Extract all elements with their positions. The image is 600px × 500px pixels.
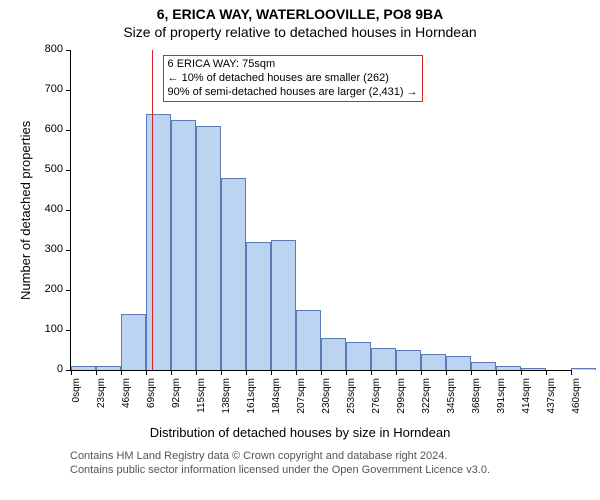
xtick-mark (471, 370, 472, 375)
histogram-bar (521, 368, 546, 370)
histogram-bar (171, 120, 196, 370)
x-axis-label: Distribution of detached houses by size … (0, 425, 600, 440)
xtick-label: 207sqm (296, 378, 307, 418)
annotation-line-2: ← 10% of detached houses are smaller (26… (168, 72, 418, 86)
xtick-label: 391sqm (496, 378, 507, 418)
xtick-mark (571, 370, 572, 375)
title-line-2: Size of property relative to detached ho… (0, 24, 600, 40)
ytick-mark (66, 210, 71, 211)
xtick-label: 299sqm (396, 378, 407, 418)
histogram-bar (271, 240, 296, 370)
xtick-mark (546, 370, 547, 375)
ytick-label: 100 (21, 323, 63, 335)
xtick-mark (521, 370, 522, 375)
xtick-mark (96, 370, 97, 375)
xtick-mark (196, 370, 197, 375)
histogram-bar (71, 366, 96, 370)
xtick-mark (71, 370, 72, 375)
ytick-label: 300 (21, 243, 63, 255)
histogram-bar (221, 178, 246, 370)
histogram-bar (371, 348, 396, 370)
title-line-1: 6, ERICA WAY, WATERLOOVILLE, PO8 9BA (0, 6, 600, 22)
footer-line-2: Contains public sector information licen… (70, 464, 490, 476)
xtick-label: 184sqm (271, 378, 282, 418)
ytick-mark (66, 290, 71, 291)
xtick-mark (121, 370, 122, 375)
xtick-label: 345sqm (446, 378, 457, 418)
histogram-bar (471, 362, 496, 370)
xtick-mark (421, 370, 422, 375)
xtick-mark (271, 370, 272, 375)
ytick-mark (66, 250, 71, 251)
xtick-mark (321, 370, 322, 375)
ytick-mark (66, 330, 71, 331)
ytick-label: 400 (21, 203, 63, 215)
xtick-label: 253sqm (346, 378, 357, 418)
histogram-bar (446, 356, 471, 370)
xtick-mark (396, 370, 397, 375)
xtick-label: 437sqm (546, 378, 557, 418)
histogram-bar (121, 314, 146, 370)
histogram-bar (321, 338, 346, 370)
property-marker-line (152, 50, 153, 370)
ytick-mark (66, 170, 71, 171)
ytick-mark (66, 50, 71, 51)
xtick-label: 69sqm (146, 378, 157, 418)
ytick-mark (66, 130, 71, 131)
histogram-bar (296, 310, 321, 370)
histogram-bar (196, 126, 221, 370)
xtick-mark (496, 370, 497, 375)
xtick-label: 115sqm (196, 378, 207, 418)
histogram-bar (346, 342, 371, 370)
xtick-mark (146, 370, 147, 375)
histogram-bar (421, 354, 446, 370)
xtick-mark (171, 370, 172, 375)
ytick-label: 800 (21, 43, 63, 55)
xtick-label: 0sqm (71, 378, 82, 418)
histogram-bar (396, 350, 421, 370)
xtick-label: 414sqm (521, 378, 532, 418)
annotation-box: 6 ERICA WAY: 75sqm← 10% of detached hous… (163, 55, 423, 102)
histogram-bar (146, 114, 171, 370)
ytick-label: 0 (21, 363, 63, 375)
chart-container: 6, ERICA WAY, WATERLOOVILLE, PO8 9BA Siz… (0, 0, 600, 500)
histogram-bar (246, 242, 271, 370)
xtick-label: 161sqm (246, 378, 257, 418)
xtick-mark (371, 370, 372, 375)
xtick-label: 368sqm (471, 378, 482, 418)
ytick-label: 200 (21, 283, 63, 295)
ytick-label: 700 (21, 83, 63, 95)
xtick-label: 46sqm (121, 378, 132, 418)
histogram-bar (571, 368, 596, 370)
ytick-label: 600 (21, 123, 63, 135)
xtick-label: 92sqm (171, 378, 182, 418)
xtick-label: 230sqm (321, 378, 332, 418)
xtick-mark (221, 370, 222, 375)
annotation-line-3: 90% of semi-detached houses are larger (… (168, 86, 418, 100)
xtick-label: 138sqm (221, 378, 232, 418)
histogram-bar (496, 366, 521, 370)
xtick-label: 23sqm (96, 378, 107, 418)
xtick-label: 460sqm (571, 378, 582, 418)
xtick-label: 322sqm (421, 378, 432, 418)
xtick-label: 276sqm (371, 378, 382, 418)
xtick-mark (246, 370, 247, 375)
histogram-bar (96, 366, 121, 370)
footer-line-1: Contains HM Land Registry data © Crown c… (70, 450, 447, 462)
xtick-mark (346, 370, 347, 375)
ytick-label: 500 (21, 163, 63, 175)
plot-area: 01002003004005006007008000sqm23sqm46sqm6… (70, 50, 571, 371)
xtick-mark (296, 370, 297, 375)
ytick-mark (66, 90, 71, 91)
xtick-mark (446, 370, 447, 375)
annotation-line-1: 6 ERICA WAY: 75sqm (168, 58, 418, 72)
